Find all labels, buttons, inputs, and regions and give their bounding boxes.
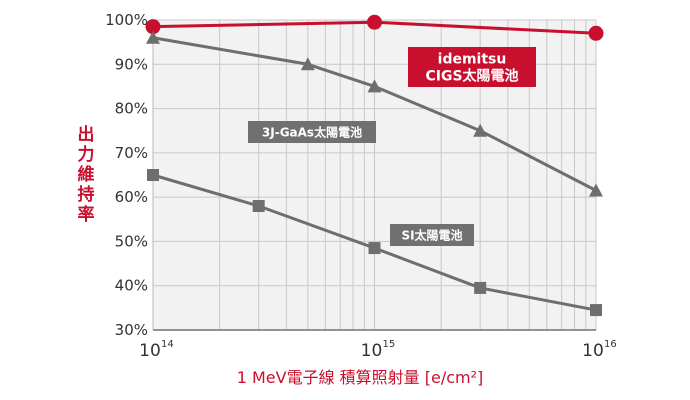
series-triangle xyxy=(146,30,603,197)
y-axis-label-char: 出 xyxy=(78,124,95,145)
data-point-triangle xyxy=(300,57,315,71)
x-tick-base: 10 xyxy=(582,341,604,361)
x-tick-base: 10 xyxy=(361,341,383,361)
x-tick-label: 10 14 xyxy=(139,339,174,361)
series-label-background xyxy=(408,47,536,87)
data-point-triangle xyxy=(589,183,603,197)
grid xyxy=(152,19,597,331)
series-label-text: 3J-GaAs太陽電池 xyxy=(262,124,362,139)
series-label-box: 3J-GaAs太陽電池 xyxy=(248,121,376,143)
x-tick-label: 10 16 xyxy=(582,339,617,361)
data-point-square xyxy=(368,242,381,255)
y-tick-label: 80% xyxy=(115,100,148,118)
series-label-box: SI太陽電池 xyxy=(390,224,474,246)
data-point-square xyxy=(252,200,265,212)
series-label-text: SI太陽電池 xyxy=(401,227,462,242)
data-point-triangle xyxy=(146,30,160,44)
data-point-square xyxy=(474,281,487,294)
series-label-background xyxy=(390,224,474,246)
y-axis-label-char: 持 xyxy=(78,184,95,205)
series-group xyxy=(145,14,604,317)
data-point-triangle xyxy=(367,79,382,93)
y-tick-label: 30% xyxy=(115,321,148,339)
y-tick-label: 70% xyxy=(115,144,148,162)
x-tick-exponent: 14 xyxy=(161,339,174,350)
data-point-triangle xyxy=(473,123,488,137)
series-label-background xyxy=(248,121,376,143)
data-point-circle xyxy=(145,19,161,35)
data-point-square xyxy=(147,169,159,181)
data-point-square xyxy=(590,304,602,317)
x-tick-base: 10 xyxy=(139,341,161,361)
y-tick-label: 50% xyxy=(115,232,148,250)
series-label-text: idemitsu xyxy=(438,52,507,68)
y-tick-label: 100% xyxy=(105,11,148,29)
x-tick-exponent: 15 xyxy=(383,339,396,350)
y-tick-label: 40% xyxy=(115,277,148,295)
y-axis-ticks: 30% 40% 50% 60% 70% 80% 90% 100% xyxy=(105,11,148,339)
x-tick-exponent: 16 xyxy=(604,339,617,350)
x-axis-label: 1 MeV電子線 積算照射量 [e/cm²] xyxy=(237,368,484,387)
x-axis-ticks: 10 14 10 15 10 16 xyxy=(139,339,617,361)
y-axis-label-char: 率 xyxy=(78,204,95,225)
y-tick-label: 60% xyxy=(115,188,148,206)
x-tick-label: 10 15 xyxy=(361,339,396,361)
data-point-circle xyxy=(367,14,382,30)
series-label-text: CIGS太陽電池 xyxy=(425,68,518,85)
y-tick-label: 90% xyxy=(115,55,148,73)
y-axis-label-char: 維 xyxy=(78,164,95,185)
series-circle xyxy=(145,14,604,41)
data-point-circle xyxy=(588,25,604,41)
series-square xyxy=(147,169,602,317)
y-axis-label-char: 力 xyxy=(78,144,95,165)
